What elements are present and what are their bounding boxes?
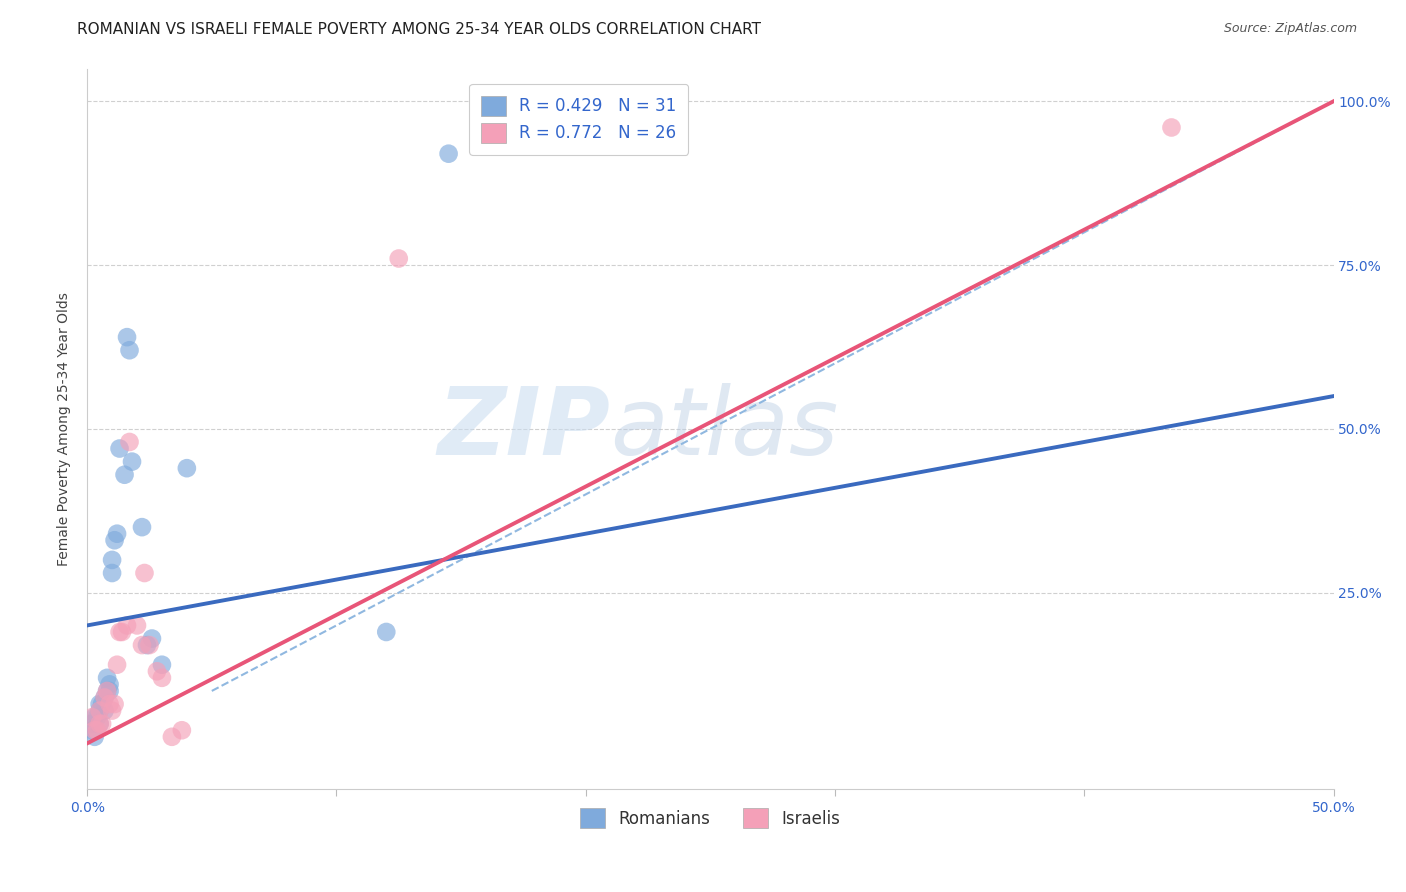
Point bbox=[105, 657, 128, 672]
Point bbox=[437, 146, 460, 161]
Point bbox=[131, 638, 153, 652]
Point bbox=[136, 638, 159, 652]
Point bbox=[96, 671, 118, 685]
Point bbox=[115, 330, 138, 344]
Point bbox=[93, 704, 115, 718]
Point bbox=[96, 684, 118, 698]
Point bbox=[108, 442, 131, 456]
Point bbox=[146, 665, 169, 679]
Point bbox=[176, 461, 198, 475]
Point bbox=[83, 730, 105, 744]
Point bbox=[89, 697, 111, 711]
Point bbox=[118, 343, 141, 358]
Text: Source: ZipAtlas.com: Source: ZipAtlas.com bbox=[1223, 22, 1357, 36]
Point bbox=[115, 618, 138, 632]
Text: ZIP: ZIP bbox=[437, 383, 610, 475]
Point bbox=[93, 690, 115, 705]
Point bbox=[103, 697, 125, 711]
Point bbox=[98, 677, 121, 691]
Point bbox=[388, 252, 411, 266]
Point bbox=[160, 730, 183, 744]
Point bbox=[86, 710, 108, 724]
Point bbox=[125, 618, 148, 632]
Point bbox=[114, 467, 136, 482]
Point bbox=[91, 697, 114, 711]
Point bbox=[91, 716, 114, 731]
Point bbox=[89, 716, 111, 731]
Point bbox=[98, 697, 121, 711]
Point bbox=[150, 657, 173, 672]
Point bbox=[138, 638, 160, 652]
Point bbox=[111, 624, 134, 639]
Point bbox=[93, 690, 115, 705]
Point bbox=[141, 632, 163, 646]
Point bbox=[375, 624, 398, 639]
Point bbox=[101, 566, 124, 580]
Point bbox=[96, 684, 118, 698]
Text: atlas: atlas bbox=[610, 384, 839, 475]
Point bbox=[170, 723, 193, 738]
Point bbox=[105, 526, 128, 541]
Point bbox=[150, 671, 173, 685]
Point bbox=[82, 716, 104, 731]
Point bbox=[1160, 120, 1182, 135]
Y-axis label: Female Poverty Among 25-34 Year Olds: Female Poverty Among 25-34 Year Olds bbox=[58, 292, 72, 566]
Point bbox=[108, 624, 131, 639]
Text: ROMANIAN VS ISRAELI FEMALE POVERTY AMONG 25-34 YEAR OLDS CORRELATION CHART: ROMANIAN VS ISRAELI FEMALE POVERTY AMONG… bbox=[77, 22, 761, 37]
Point bbox=[82, 710, 104, 724]
Point bbox=[98, 684, 121, 698]
Point bbox=[118, 434, 141, 449]
Point bbox=[103, 533, 125, 548]
Point bbox=[89, 704, 111, 718]
Point bbox=[83, 710, 105, 724]
Legend: Romanians, Israelis: Romanians, Israelis bbox=[574, 801, 848, 835]
Point bbox=[101, 704, 124, 718]
Point bbox=[134, 566, 156, 580]
Point bbox=[89, 704, 111, 718]
Point bbox=[83, 723, 105, 738]
Point bbox=[86, 723, 108, 738]
Point bbox=[89, 716, 111, 731]
Point bbox=[121, 455, 143, 469]
Point bbox=[82, 723, 104, 738]
Point bbox=[131, 520, 153, 534]
Point bbox=[101, 553, 124, 567]
